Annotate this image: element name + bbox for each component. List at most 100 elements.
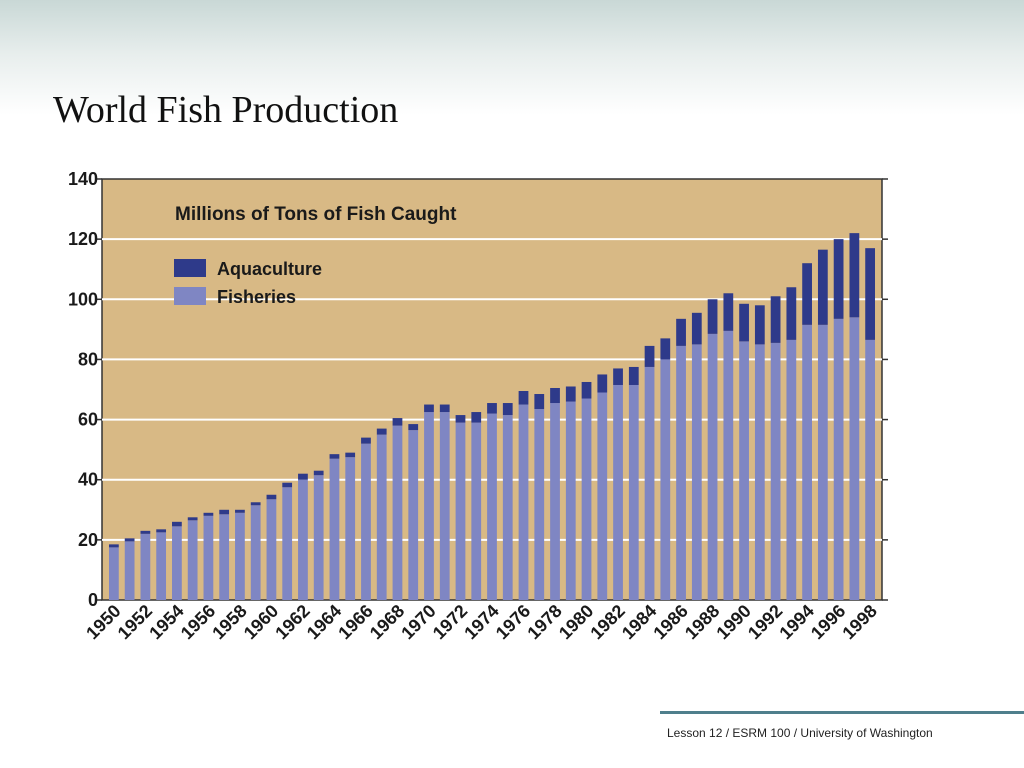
bar-aquaculture-1977 (534, 394, 545, 410)
bar-aquaculture-1998 (865, 248, 876, 340)
bar-aquaculture-1982 (613, 368, 623, 385)
footer-divider (660, 711, 1024, 714)
x-tick-label: 1980 (555, 601, 597, 643)
bar-aquaculture-1955 (187, 517, 198, 521)
bar-fisheries-1997 (849, 317, 860, 600)
bar-fisheries-1988 (707, 333, 718, 600)
bar-fisheries-1973 (471, 422, 482, 600)
x-tick-label: 1972 (429, 601, 471, 643)
bar-fisheries-1959 (250, 505, 261, 600)
legend-swatch-fisheries (174, 287, 206, 305)
bar-fisheries-1950 (108, 547, 119, 600)
bar-aquaculture-1960 (266, 494, 277, 500)
x-tick-label: 1958 (208, 601, 250, 643)
bar-fisheries-1992 (770, 342, 781, 600)
bar-fisheries-1974 (487, 413, 497, 600)
y-tick-label: 0 (88, 590, 98, 610)
bar-fisheries-1996 (833, 318, 844, 600)
x-tick-label: 1998 (838, 601, 880, 643)
bar-aquaculture-1959 (250, 502, 261, 506)
bar-aquaculture-1963 (313, 470, 324, 476)
footer-text: Lesson 12 / ESRM 100 / University of Was… (667, 726, 933, 740)
bar-aquaculture-1976 (518, 391, 529, 405)
x-tick-label: 1978 (523, 601, 565, 643)
bar-aquaculture-1991 (754, 305, 765, 345)
bar-fisheries-1964 (329, 458, 340, 600)
x-tick-label: 1994 (775, 601, 817, 643)
bar-fisheries-1952 (140, 533, 151, 600)
y-tick-label: 80 (78, 349, 98, 369)
bar-aquaculture-1956 (203, 512, 214, 516)
x-tick-label: 1956 (177, 601, 219, 643)
legend-label-fisheries: Fisheries (217, 287, 296, 307)
bar-aquaculture-1954 (172, 521, 182, 527)
bar-fisheries-1980 (581, 398, 592, 600)
bar-aquaculture-1995 (817, 249, 828, 325)
bar-aquaculture-1996 (833, 239, 844, 319)
bar-aquaculture-1964 (329, 454, 340, 459)
bar-fisheries-1957 (219, 514, 230, 600)
bar-fisheries-1978 (550, 403, 560, 600)
bar-fisheries-1995 (817, 324, 828, 600)
bar-fisheries-1987 (691, 344, 702, 600)
bar-aquaculture-1961 (282, 482, 293, 488)
x-tick-label: 1970 (397, 601, 439, 643)
bar-aquaculture-1958 (235, 509, 245, 513)
bar-fisheries-1970 (424, 412, 434, 600)
bar-aquaculture-1989 (723, 293, 734, 331)
bar-aquaculture-1981 (597, 374, 608, 393)
bar-fisheries-1990 (739, 341, 749, 600)
legend-label-aquaculture: Aquaculture (217, 259, 322, 279)
bar-fisheries-1993 (786, 339, 797, 600)
bar-aquaculture-1987 (691, 312, 702, 345)
bar-fisheries-1994 (802, 324, 812, 600)
bar-aquaculture-1952 (140, 530, 151, 534)
bar-fisheries-1961 (282, 487, 293, 600)
bar-aquaculture-1985 (660, 338, 671, 360)
bar-aquaculture-1962 (298, 473, 308, 480)
bar-fisheries-1962 (298, 479, 308, 600)
bar-aquaculture-1968 (392, 418, 403, 426)
bar-fisheries-1958 (235, 512, 245, 600)
x-tick-label: 1982 (586, 601, 628, 643)
bar-fisheries-1985 (660, 359, 671, 600)
bar-aquaculture-1974 (487, 403, 497, 414)
y-axis-tick-labels: 0 20 40 60 80 100 120 140 (68, 169, 98, 610)
bar-aquaculture-1988 (707, 299, 718, 334)
legend: Aquaculture Fisheries (174, 259, 322, 307)
bar-fisheries-1986 (676, 345, 686, 600)
bar-fisheries-1953 (156, 532, 167, 600)
bar-aquaculture-1990 (739, 303, 749, 342)
bar-aquaculture-1951 (124, 538, 135, 542)
bar-fisheries-1966 (361, 443, 371, 600)
x-tick-label: 1974 (460, 601, 502, 643)
bar-fisheries-1983 (628, 384, 639, 600)
x-tick-label: 1952 (114, 601, 156, 643)
bar-aquaculture-1993 (786, 287, 797, 340)
bar-aquaculture-1970 (424, 404, 434, 413)
y-tick-label: 60 (78, 410, 98, 430)
x-tick-label: 1990 (712, 601, 754, 643)
bar-fisheries-1976 (518, 404, 529, 600)
bar-aquaculture-1994 (802, 263, 812, 325)
y-tick-label: 140 (68, 169, 98, 189)
x-tick-label: 1986 (649, 601, 691, 643)
bars (108, 233, 876, 600)
bar-fisheries-1979 (565, 401, 576, 600)
y-tick-label: 120 (68, 229, 98, 249)
bar-aquaculture-1980 (581, 381, 592, 399)
bar-fisheries-1960 (266, 499, 277, 600)
bar-aquaculture-1972 (455, 415, 466, 423)
x-tick-label: 1984 (618, 601, 660, 643)
bar-aquaculture-1953 (156, 529, 167, 533)
bar-fisheries-1955 (187, 520, 198, 600)
bar-aquaculture-1973 (471, 412, 482, 423)
bar-aquaculture-1975 (502, 403, 513, 416)
bar-aquaculture-1978 (550, 387, 560, 404)
x-tick-label: 1962 (271, 601, 313, 643)
y-tick-label: 100 (68, 289, 98, 309)
x-tick-label: 1968 (366, 601, 408, 643)
bar-aquaculture-1950 (108, 544, 119, 548)
x-tick-label: 1992 (744, 601, 786, 643)
